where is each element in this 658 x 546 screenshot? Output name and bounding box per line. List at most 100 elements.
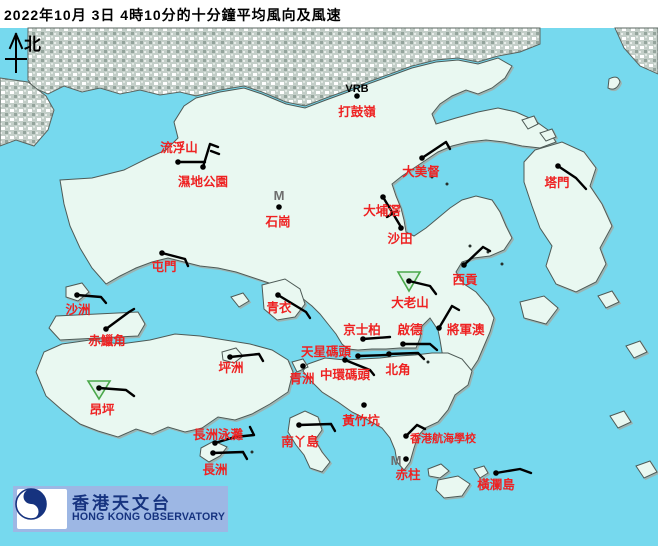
- station-label-sha-tin[interactable]: 沙田: [387, 232, 412, 246]
- wind-barb-tuen-mun: [160, 251, 190, 268]
- po-toi-main-island: [435, 475, 471, 499]
- wind-barb-tai-po-kau: [381, 195, 403, 229]
- station-dot-ta-kwu-ling: [354, 93, 360, 99]
- north-label: 北: [24, 35, 41, 54]
- wind-barb-tap-mun: [556, 164, 588, 191]
- new-territories-kowloon-land: [59, 57, 557, 387]
- station-label-central-pier[interactable]: 中環碼頭: [320, 367, 371, 382]
- wind-barb-wetland-park: [201, 142, 221, 169]
- station-label-tates-cairn[interactable]: 大老山: [391, 295, 429, 310]
- yantian-urban-area: [614, 27, 658, 75]
- green-island-islet: [291, 358, 309, 373]
- east-islet-2: [625, 340, 648, 359]
- station-dot-tai-po-kau: [380, 194, 386, 200]
- station-dot-north-point: [386, 351, 392, 357]
- wind-barb-star-ferry: [356, 353, 389, 358]
- ma-wan-island: [230, 292, 250, 308]
- sai-kung-east-land: [523, 141, 613, 293]
- station-dot-lau-fau-shan: [175, 159, 181, 165]
- maintenance-marker-shek-kong: M: [274, 188, 285, 203]
- wind-barb-cheung-chau-beach: [213, 425, 256, 445]
- station-dot-green-island: [300, 363, 306, 369]
- station-label-tai-po-kau[interactable]: 大埔滘: [363, 203, 401, 218]
- mirs-bay-islet-3: [539, 128, 557, 142]
- wind-barb-central-pier: [343, 358, 376, 377]
- urban-areas: [0, 27, 658, 147]
- station-dot-wong-chuk-hang: [361, 402, 367, 408]
- station-label-cheung-chau[interactable]: 長洲: [202, 462, 227, 477]
- station-label-kai-tak[interactable]: 啟德: [397, 322, 423, 337]
- station-dot-tap-mun: [555, 163, 561, 169]
- station-label-tuen-mun[interactable]: 屯門: [151, 259, 176, 274]
- station-dot-tuen-mun: [159, 250, 165, 256]
- station-dot-sai-kung: [461, 262, 467, 268]
- wind-barb-lamma-island: [297, 422, 337, 433]
- station-dot-kings-park: [360, 336, 366, 342]
- station-dot-sea-school: [403, 433, 409, 439]
- station-label-stanley[interactable]: 赤柱: [395, 467, 421, 482]
- shenzhen-urban-area: [27, 27, 541, 107]
- wind-barb-tai-mei-tuk: [420, 140, 452, 160]
- shekou-urban-area: [0, 77, 55, 147]
- station-dot-sha-tin: [398, 225, 404, 231]
- station-dot-star-ferry: [355, 353, 361, 359]
- station-label-green-island[interactable]: 青洲: [289, 371, 314, 386]
- station-dot-sha-chau: [74, 292, 80, 298]
- station-label-lau-fau-shan[interactable]: 流浮山: [160, 140, 198, 155]
- station-label-north-point[interactable]: 北角: [385, 362, 410, 377]
- station-label-tseung-kwan-o[interactable]: 將軍澳: [447, 322, 485, 337]
- hko-org-names: 香港天文台 HONG KONG OBSERVATORY: [72, 493, 226, 524]
- kau-sai-chau-island: [519, 295, 559, 325]
- station-dot-wetland-park: [200, 164, 206, 170]
- station-label-ngong-ping[interactable]: 昂坪: [89, 402, 115, 417]
- station-label-peng-chau[interactable]: 坪洲: [218, 361, 243, 375]
- station-dot-cheung-chau-beach: [212, 440, 218, 446]
- station-label-chek-lap-kok[interactable]: 赤鱲角: [88, 333, 126, 348]
- station-label-sha-chau[interactable]: 沙洲: [65, 303, 90, 317]
- wind-barb-kai-tak: [401, 342, 439, 352]
- wind-barb-chek-lap-kok: [104, 307, 136, 331]
- station-labels: 打鼓嶺 流浮山 濕地公園 石崗 大美督 大埔滘 沙田 塔門 屯門 沙洲 赤鱲角 …: [65, 104, 569, 492]
- station-dot-tsing-yi: [275, 292, 281, 298]
- north-arrow-icon: 北: [5, 32, 41, 73]
- wind-barb-north-point: [387, 351, 426, 361]
- station-dot-kai-tak: [400, 341, 406, 347]
- waglan-islet: [473, 465, 489, 479]
- wind-barbs: [75, 140, 588, 475]
- station-label-ta-kwu-ling[interactable]: 打鼓嶺: [338, 104, 376, 119]
- station-label-waglan-island[interactable]: 橫瀾島: [477, 477, 515, 492]
- station-label-cheung-chau-beach[interactable]: 長洲泳灘: [193, 427, 244, 442]
- hko-logo-banner[interactable]: 香港天文台 HONG KONG OBSERVATORY: [13, 486, 228, 532]
- hko-name-chinese: 香港天文台: [72, 493, 172, 513]
- east-islet-1: [597, 290, 620, 309]
- station-dot-central-pier: [342, 357, 348, 363]
- station-label-kings-park[interactable]: 京士柏: [343, 322, 381, 337]
- peng-chau-island: [221, 347, 244, 364]
- station-label-tai-mei-tuk[interactable]: 大美督: [402, 164, 440, 179]
- station-dot-tates-cairn: [406, 278, 412, 284]
- east-islet-3: [609, 410, 632, 429]
- hko-name-english: HONG KONG OBSERVATORY: [72, 511, 226, 524]
- wind-barb-waglan-island: [494, 467, 533, 475]
- station-label-tap-mun[interactable]: 塔門: [544, 175, 569, 190]
- wind-barb-kings-park: [361, 335, 392, 341]
- east-islet-4: [635, 460, 658, 479]
- wind-barb-tsing-yi: [276, 293, 312, 320]
- station-label-sea-school[interactable]: 香港航海學校: [409, 431, 477, 445]
- station-label-sai-kung[interactable]: 西貢: [452, 273, 478, 287]
- station-dot-peng-chau: [227, 354, 233, 360]
- station-label-wong-chuk-hang[interactable]: 黃竹坑: [341, 413, 380, 428]
- po-toi-islands: [427, 463, 450, 479]
- wind-barb-peng-chau: [228, 352, 265, 363]
- wind-barb-cheung-chau: [211, 450, 249, 461]
- station-label-lamma-island[interactable]: 南丫島: [281, 434, 319, 449]
- hko-swirl-logo-icon: [15, 488, 47, 520]
- station-label-shek-kong[interactable]: 石崗: [264, 214, 290, 229]
- station-dot-chek-lap-kok: [103, 326, 109, 332]
- mirs-bay-islet-2: [521, 115, 539, 130]
- station-label-tsing-yi[interactable]: 青衣: [266, 300, 292, 315]
- title-bar: 2022年10月 3日 4時10分的十分鐘平均風向及風速: [0, 0, 658, 28]
- station-label-wetland-park[interactable]: 濕地公園: [178, 174, 228, 189]
- station-label-star-ferry[interactable]: 天星碼頭: [301, 344, 352, 359]
